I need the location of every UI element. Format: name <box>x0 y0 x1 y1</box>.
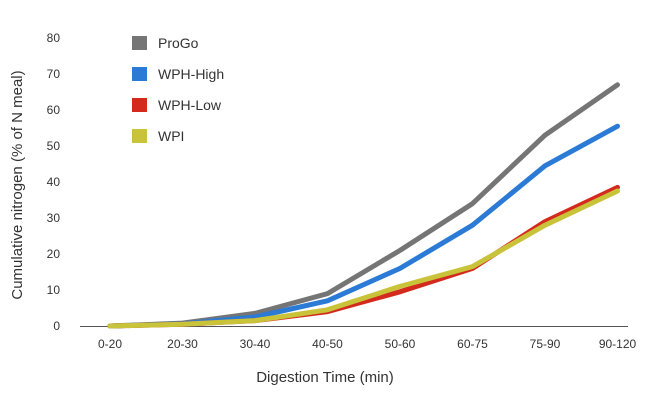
x-tick-label: 40-50 <box>312 337 343 351</box>
y-tick-label: 50 <box>47 139 61 153</box>
series-line-wph-low <box>107 184 620 329</box>
series-line-wpi <box>107 188 620 329</box>
x-tick-label: 50-60 <box>385 337 416 351</box>
y-tick-label: 80 <box>47 31 61 45</box>
legend-label: WPI <box>158 128 184 144</box>
y-tick-label: 30 <box>47 211 61 225</box>
x-tick-label: 90-120 <box>599 337 637 351</box>
legend-label: WPH-High <box>158 66 224 82</box>
y-tick-label: 20 <box>47 247 61 261</box>
x-axis-ticks: 0-20 20-30 30-40 40-50 50-60 60-75 75-90 90-120 <box>98 337 637 351</box>
legend-swatch <box>132 36 147 50</box>
y-tick-label: 70 <box>47 67 61 81</box>
y-axis-title: Cumulative nitrogen (% of N meal) <box>9 70 26 299</box>
x-tick-label: 75-90 <box>530 337 561 351</box>
x-tick-label: 0-20 <box>98 337 122 351</box>
legend-swatch <box>132 67 147 81</box>
legend-label: ProGo <box>158 35 199 51</box>
x-tick-label: 20-30 <box>167 337 198 351</box>
x-tick-label: 30-40 <box>240 337 271 351</box>
x-tick-label: 60-75 <box>457 337 488 351</box>
y-tick-label: 60 <box>47 103 61 117</box>
legend-label: WPH-Low <box>158 97 222 113</box>
series-lines <box>107 82 620 329</box>
y-tick-label: 40 <box>47 175 61 189</box>
legend: ProGo WPH-High WPH-Low WPI <box>132 35 224 144</box>
legend-swatch <box>132 129 147 143</box>
legend-swatch <box>132 98 147 112</box>
y-tick-label: 0 <box>53 319 60 333</box>
series-line-progo <box>107 82 620 329</box>
x-axis-title: Digestion Time (min) <box>256 369 394 386</box>
y-axis-ticks: 0 10 20 30 40 50 60 70 80 <box>47 31 61 333</box>
y-tick-label: 10 <box>47 283 61 297</box>
